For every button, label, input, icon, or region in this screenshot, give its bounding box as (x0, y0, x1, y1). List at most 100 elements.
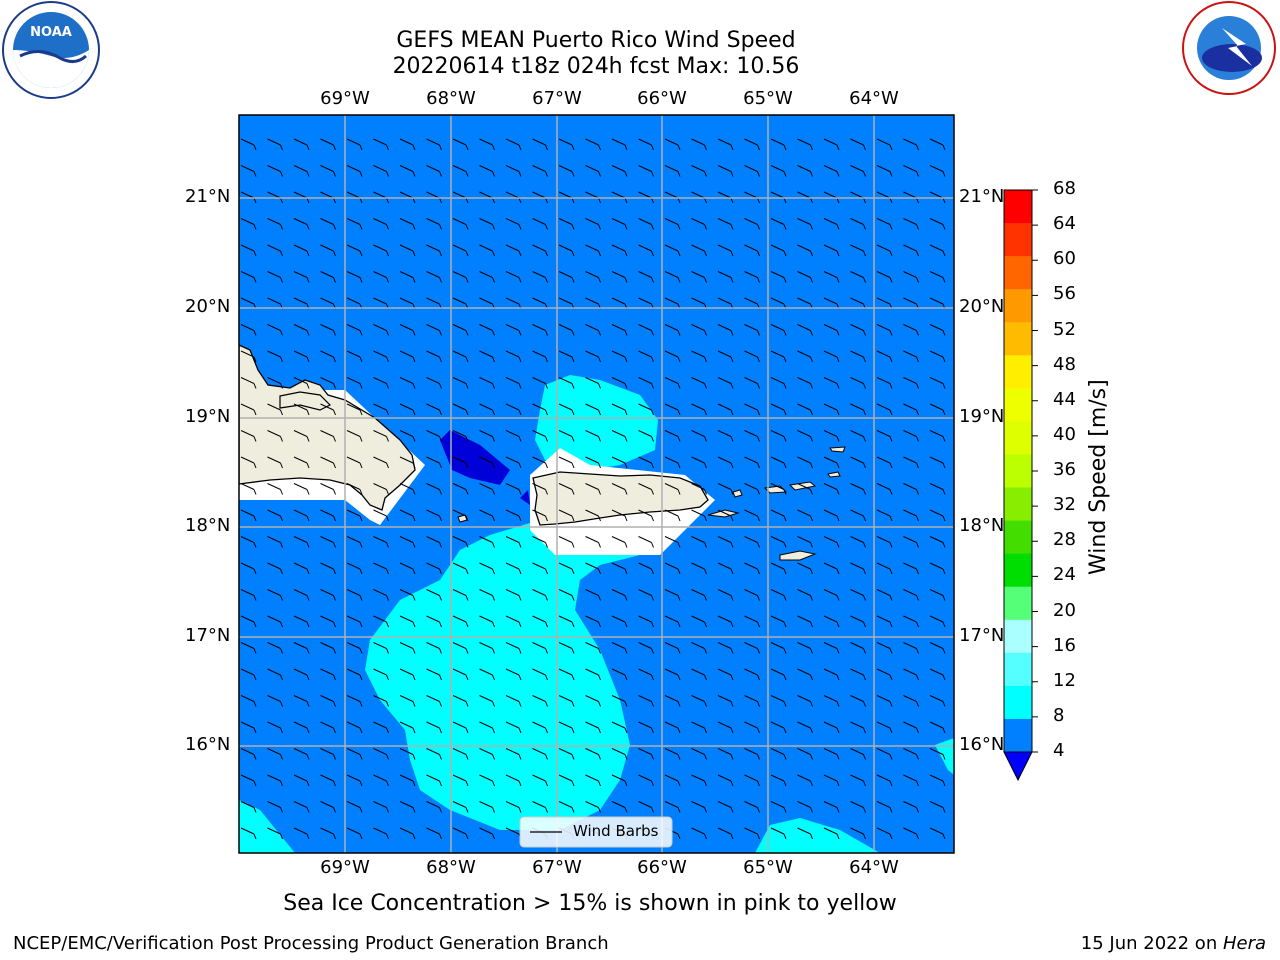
wind-barb (717, 589, 734, 601)
wind-barb (876, 218, 893, 230)
wind-barb (558, 244, 575, 257)
wind-barb (320, 483, 336, 495)
wind-barb (240, 562, 257, 575)
wind-barb (479, 721, 495, 734)
wind-barb (744, 403, 760, 416)
wind-barb (240, 138, 257, 151)
wind-barb (399, 642, 416, 654)
wind-barb (691, 165, 707, 177)
wind-barb (717, 642, 734, 654)
lon-label-top: 68°W (426, 88, 476, 109)
wind-barb (585, 350, 601, 363)
wind-barb (823, 748, 840, 760)
wind-barb (346, 562, 363, 575)
wind-barb (558, 509, 575, 522)
colorbar-tick-label: 40 (1053, 423, 1076, 445)
wind-barb (823, 138, 840, 151)
wind-barb (452, 509, 469, 522)
colorbar-segment (1004, 322, 1032, 356)
legend-label: Wind Barbs (573, 822, 659, 840)
wind-barb (267, 774, 283, 787)
wind-barb (585, 562, 601, 575)
wind-barb (452, 244, 469, 257)
wind-barb (320, 615, 336, 628)
anegada-island (827, 471, 841, 478)
wind-barb (903, 801, 919, 813)
wind-barb (929, 695, 946, 707)
wind-barb (744, 430, 760, 442)
wind-barb (532, 562, 548, 575)
wind-barb (717, 430, 734, 442)
wind-barb (638, 377, 654, 389)
nws-logo (1182, 1, 1276, 95)
wind-barb (240, 774, 257, 787)
wind-barb (479, 668, 495, 681)
wind-barb (903, 615, 919, 628)
wind-barb (293, 218, 310, 230)
wind-barb (823, 165, 840, 177)
wind-barb (426, 430, 442, 442)
wind-barb (903, 536, 919, 548)
noaa-logo: NOAA (2, 1, 100, 99)
wind-barb (399, 721, 416, 734)
wind-barb (426, 642, 442, 654)
wind-barb (823, 350, 840, 363)
wind-barb (240, 668, 257, 681)
wind-barb (717, 244, 734, 257)
wind-barb (876, 191, 893, 204)
wind-barb (823, 324, 840, 336)
wind-barb (479, 430, 495, 442)
wind-barb (373, 536, 389, 548)
wind-barb (373, 456, 389, 469)
wind-barb (611, 668, 628, 681)
wind-barb (903, 350, 919, 363)
wind-barb (929, 191, 946, 204)
wind-barb (585, 774, 601, 787)
wind-barb (452, 271, 469, 283)
wind-barb (373, 483, 389, 495)
wind-barb (876, 774, 893, 787)
wind-barb (744, 668, 760, 681)
wind-barb (929, 589, 946, 601)
wind-barb (558, 483, 575, 495)
lat-label-right: 21°N (959, 186, 1005, 207)
wind-barb (664, 138, 681, 151)
wind-barb (399, 191, 416, 204)
wind-barb (611, 403, 628, 416)
wind-barb (717, 377, 734, 389)
wind-barb (399, 165, 416, 177)
map-frame (238, 114, 955, 854)
wind-barb (267, 589, 283, 601)
wind-barb (850, 801, 866, 813)
wind-barb (611, 271, 628, 283)
wind-barb (240, 377, 257, 389)
wind-barb (691, 748, 707, 760)
wind-barb (320, 138, 336, 151)
wind-barb (452, 191, 469, 204)
wind-barb (770, 827, 787, 840)
wind-barb (770, 271, 787, 283)
wind-barb (797, 350, 813, 363)
wind-barb (373, 642, 389, 654)
wind-barb (505, 403, 522, 416)
wind-barb (267, 668, 283, 681)
wind-region-below4-small (520, 490, 530, 505)
wind-barb (664, 430, 681, 442)
wind-barb (638, 350, 654, 363)
wind-barb (744, 456, 760, 469)
wind-barb (479, 165, 495, 177)
wind-barb (373, 350, 389, 363)
wind-barb (532, 244, 548, 257)
wind-barb (320, 271, 336, 283)
wind-barb (585, 642, 601, 654)
wind-barb (585, 615, 601, 628)
wind-barbs (240, 138, 946, 840)
wind-barb (850, 748, 866, 760)
wind-barb (585, 695, 601, 707)
wind-barb (611, 218, 628, 230)
wind-barb (823, 562, 840, 575)
wind-barb (293, 138, 310, 151)
wind-barb (611, 430, 628, 442)
colorbar-tick-label: 16 (1053, 634, 1076, 656)
wind-barb (664, 483, 681, 495)
